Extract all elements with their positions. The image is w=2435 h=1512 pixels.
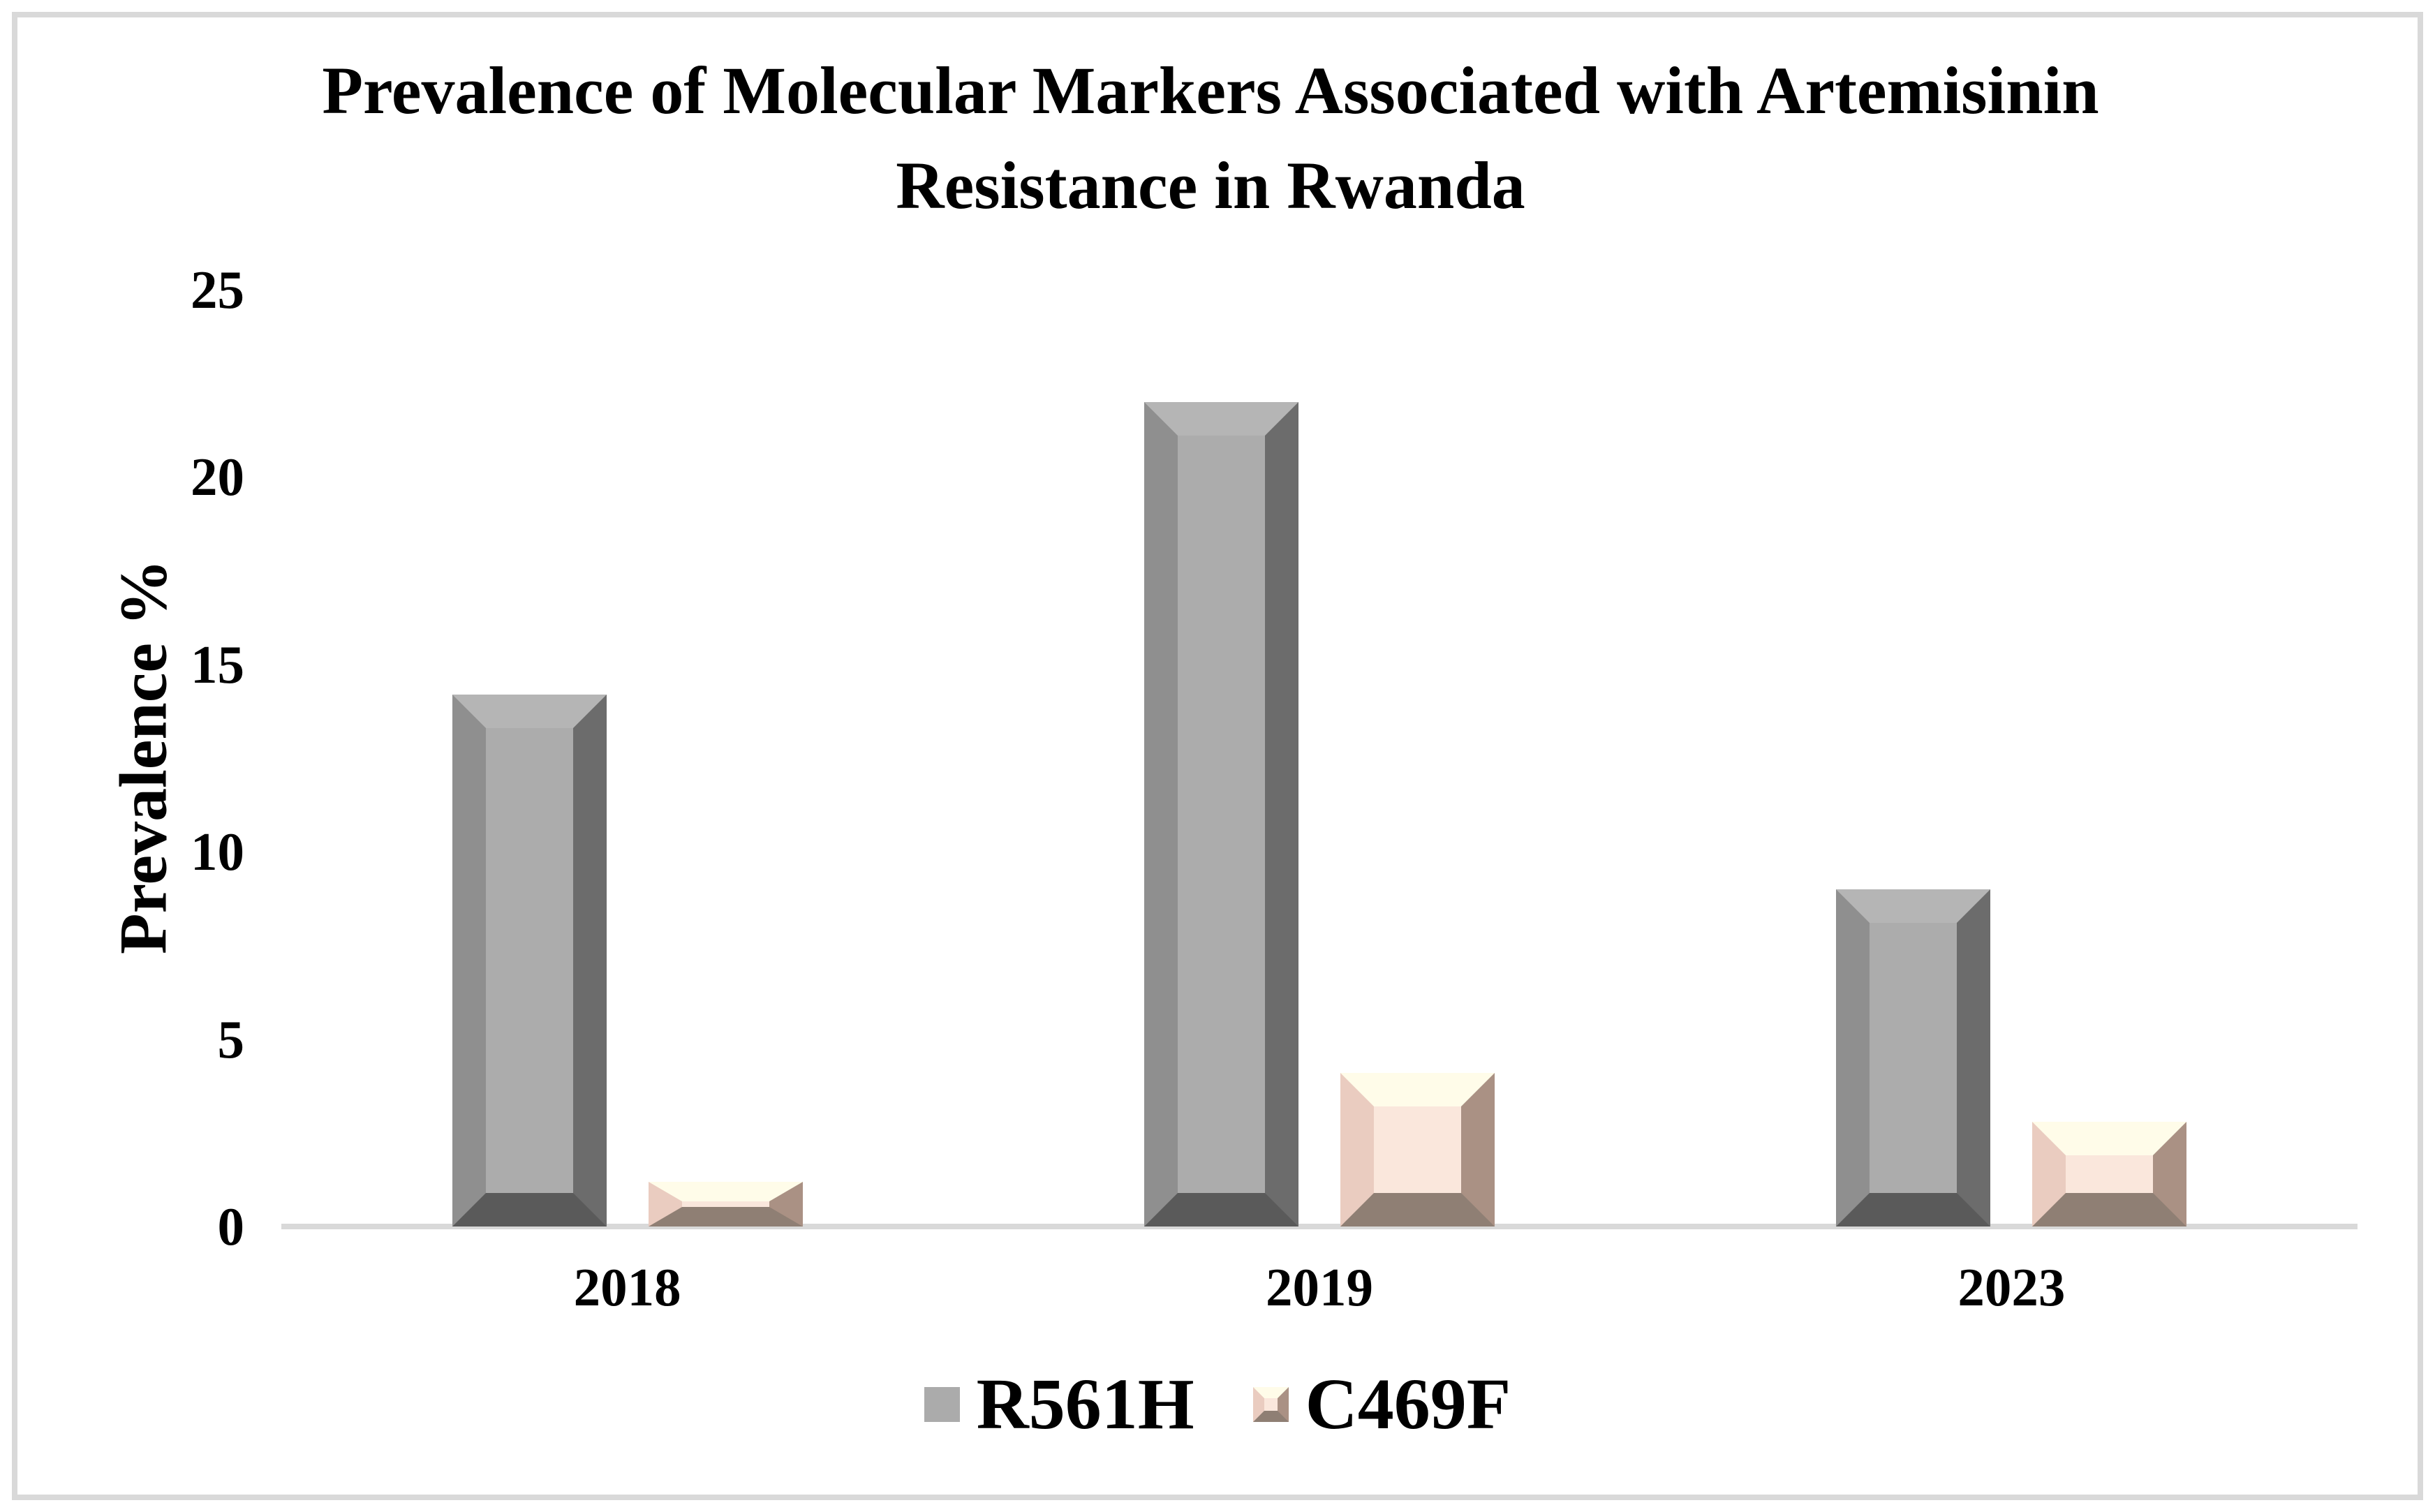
legend-label-r561h: R561H: [976, 1364, 1194, 1444]
bar-r561h-2019: [1144, 402, 1298, 1226]
y-axis-title: Prevalence %: [105, 558, 181, 955]
bar-r561h-2023: [1836, 889, 1991, 1226]
bar-c469f-2018: [648, 1182, 803, 1226]
y-tick-label-0: 0: [217, 1196, 245, 1257]
bar-c469f-2023: [2032, 1122, 2187, 1226]
x-tick-label-2019: 2019: [1266, 1257, 1373, 1317]
y-tick-label-15: 15: [191, 634, 244, 695]
bar-r561h-2018: [452, 695, 607, 1226]
y-tick-label-10: 10: [191, 822, 244, 882]
y-tick-label-25: 25: [191, 260, 244, 320]
bar-c469f-2019: [1340, 1073, 1495, 1226]
legend-label-c469f: C469F: [1305, 1364, 1511, 1444]
x-tick-label-2018: 2018: [573, 1257, 681, 1317]
legend: R561H C469F: [0, 1368, 2435, 1441]
chart-frame: [12, 12, 2423, 1500]
x-tick-label-2023: 2023: [1957, 1257, 2066, 1317]
y-tick-label-20: 20: [191, 447, 244, 507]
y-tick-label-5: 5: [217, 1009, 245, 1069]
legend-swatch-r561h: [924, 1387, 960, 1422]
legend-item-c469f: C469F: [1252, 1364, 1511, 1444]
legend-item-r561h: R561H: [924, 1368, 1194, 1441]
x-axis-line: [281, 1224, 2358, 1229]
legend-swatch-c469f: [1252, 1387, 1289, 1422]
chart-title: Prevalence of Molecular Markers Associat…: [322, 53, 2099, 223]
